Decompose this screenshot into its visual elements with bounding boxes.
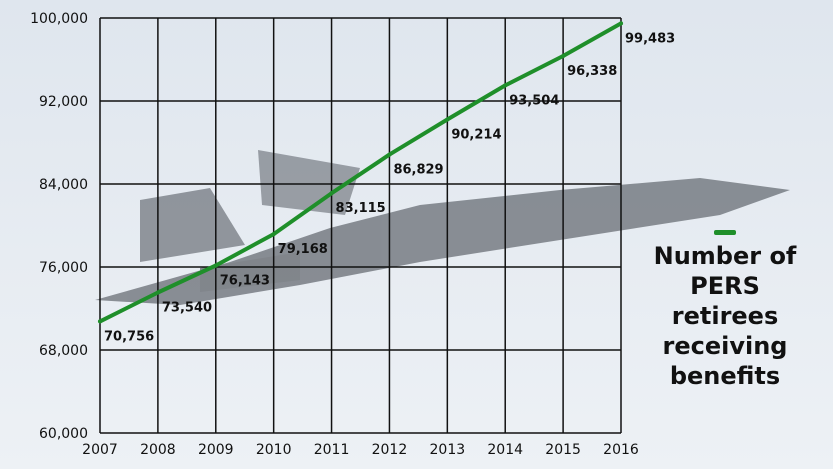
- legend: Number of PERS retirees receiving benefi…: [640, 230, 810, 391]
- x-tick-label: 2007: [82, 442, 118, 458]
- data-point: [387, 152, 392, 157]
- y-tick-label: 60,000: [39, 426, 88, 442]
- data-point: [619, 21, 623, 26]
- data-label: 90,214: [451, 128, 501, 143]
- x-tick-label: 2010: [256, 442, 292, 458]
- data-label: 93,504: [509, 93, 559, 108]
- data-label: 79,168: [278, 242, 328, 257]
- y-tick-label: 84,000: [39, 177, 88, 193]
- data-point: [329, 191, 334, 196]
- x-tick-label: 2011: [314, 442, 350, 458]
- y-tick-label: 100,000: [30, 11, 88, 27]
- x-tick-label: 2009: [198, 442, 234, 458]
- data-point: [561, 53, 566, 58]
- y-tick-label: 92,000: [39, 94, 88, 110]
- aircraft-background-image: [95, 150, 790, 305]
- data-point: [503, 83, 508, 88]
- x-tick-label: 2013: [430, 442, 466, 458]
- data-label: 83,115: [336, 201, 386, 216]
- x-tick-label: 2015: [545, 442, 581, 458]
- data-label: 70,756: [104, 329, 154, 344]
- y-tick-label: 76,000: [39, 260, 88, 276]
- y-tick-label: 68,000: [39, 343, 88, 359]
- x-tick-label: 2008: [140, 442, 176, 458]
- data-label: 73,540: [162, 301, 212, 316]
- legend-label: Number of PERS retirees receiving benefi…: [653, 242, 797, 390]
- data-label: 76,143: [220, 274, 270, 289]
- axis-labels: 60,000 68,000 76,000 84,000 92,000 100,000 200…: [30, 11, 639, 458]
- data-label: 96,338: [567, 64, 617, 79]
- series-layer: [98, 21, 623, 324]
- x-tick-label: 2016: [603, 442, 639, 458]
- x-tick-label: 2012: [372, 442, 408, 458]
- data-point: [271, 232, 276, 237]
- data-point: [155, 290, 160, 295]
- data-point: [98, 319, 102, 324]
- data-label: 86,829: [393, 163, 443, 178]
- data-label: 99,483: [625, 31, 675, 46]
- legend-swatch: [714, 230, 736, 235]
- series-line: [98, 21, 623, 324]
- data-point: [213, 263, 218, 268]
- data-point: [445, 117, 450, 122]
- x-tick-label: 2014: [487, 442, 523, 458]
- data-label-layer: 70,756 73,540 76,143 79,168 83,115 86,829 90,2…: [104, 31, 675, 344]
